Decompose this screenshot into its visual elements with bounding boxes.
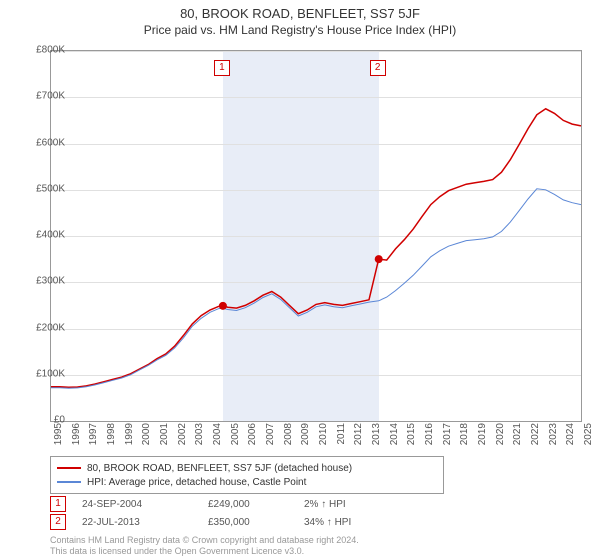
- x-axis-label: 2000: [141, 423, 152, 445]
- y-axis-label: £400K: [20, 230, 65, 241]
- y-axis-label: £800K: [20, 45, 65, 56]
- x-axis-label: 2002: [177, 423, 188, 445]
- plot-area: [50, 50, 582, 422]
- x-axis-label: 2025: [583, 423, 594, 445]
- x-axis-label: 2020: [495, 423, 506, 445]
- x-axis-label: 2015: [406, 423, 417, 445]
- legend: 80, BROOK ROAD, BENFLEET, SS7 5JF (detac…: [50, 456, 444, 494]
- chart-subtitle: Price paid vs. HM Land Registry's House …: [0, 21, 600, 37]
- y-axis-label: £200K: [20, 322, 65, 333]
- y-axis-label: £600K: [20, 137, 65, 148]
- sale-dot: [219, 302, 227, 310]
- sale-price: £249,000: [208, 499, 288, 510]
- y-axis-label: £100K: [20, 368, 65, 379]
- x-axis-label: 2013: [371, 423, 382, 445]
- x-axis-label: 2016: [424, 423, 435, 445]
- y-axis-label: £700K: [20, 91, 65, 102]
- y-axis-label: £300K: [20, 276, 65, 287]
- sale-row: 2 22-JUL-2013 £350,000 34% ↑ HPI: [50, 513, 404, 531]
- sale-marker-number: 1: [50, 496, 66, 512]
- x-axis-label: 2018: [459, 423, 470, 445]
- footnote-line: Contains HM Land Registry data © Crown c…: [50, 535, 359, 546]
- x-axis-label: 2011: [336, 423, 347, 445]
- footnote-line: This data is licensed under the Open Gov…: [50, 546, 359, 557]
- x-axis-label: 2004: [212, 423, 223, 445]
- x-axis-label: 1999: [124, 423, 135, 445]
- x-axis-label: 2022: [530, 423, 541, 445]
- x-axis-label: 2007: [265, 423, 276, 445]
- line-series-svg: [51, 51, 581, 421]
- sale-diff: 34% ↑ HPI: [304, 517, 404, 528]
- x-axis-label: 2021: [512, 423, 523, 445]
- x-axis-label: 2003: [194, 423, 205, 445]
- x-axis-label: 2010: [318, 423, 329, 445]
- x-axis-label: 2023: [548, 423, 559, 445]
- sale-date: 24-SEP-2004: [82, 499, 192, 510]
- sale-row: 1 24-SEP-2004 £249,000 2% ↑ HPI: [50, 495, 404, 513]
- x-axis-label: 1998: [106, 423, 117, 445]
- legend-swatch: [57, 467, 81, 469]
- series-line-hpi: [51, 189, 581, 388]
- x-axis-label: 2014: [389, 423, 400, 445]
- x-axis-label: 2008: [283, 423, 294, 445]
- x-axis-label: 2006: [247, 423, 258, 445]
- sale-price: £350,000: [208, 517, 288, 528]
- sale-diff: 2% ↑ HPI: [304, 499, 404, 510]
- x-axis-label: 1997: [88, 423, 99, 445]
- legend-label: 80, BROOK ROAD, BENFLEET, SS7 5JF (detac…: [87, 463, 352, 474]
- sale-marker-box: 1: [214, 60, 230, 76]
- x-axis-label: 2017: [442, 423, 453, 445]
- series-line-price_paid: [51, 109, 581, 387]
- sales-table: 1 24-SEP-2004 £249,000 2% ↑ HPI 2 22-JUL…: [50, 495, 404, 531]
- x-axis-label: 2005: [230, 423, 241, 445]
- legend-label: HPI: Average price, detached house, Cast…: [87, 477, 306, 488]
- sale-marker-number: 2: [50, 514, 66, 530]
- legend-row: HPI: Average price, detached house, Cast…: [57, 475, 437, 489]
- x-axis-label: 1996: [71, 423, 82, 445]
- x-axis-label: 2019: [477, 423, 488, 445]
- x-axis-label: 2001: [159, 423, 170, 445]
- y-axis-label: £500K: [20, 183, 65, 194]
- chart-title: 80, BROOK ROAD, BENFLEET, SS7 5JF: [0, 0, 600, 21]
- sale-marker-box: 2: [370, 60, 386, 76]
- legend-row: 80, BROOK ROAD, BENFLEET, SS7 5JF (detac…: [57, 461, 437, 475]
- x-axis-label: 2012: [353, 423, 364, 445]
- x-axis-label: 2009: [300, 423, 311, 445]
- x-axis-label: 2024: [565, 423, 576, 445]
- x-axis-label: 1995: [53, 423, 64, 445]
- legend-swatch: [57, 481, 81, 483]
- footnote: Contains HM Land Registry data © Crown c…: [50, 535, 359, 557]
- chart-container: 80, BROOK ROAD, BENFLEET, SS7 5JF Price …: [0, 0, 600, 560]
- sale-dot: [375, 255, 383, 263]
- sale-date: 22-JUL-2013: [82, 517, 192, 528]
